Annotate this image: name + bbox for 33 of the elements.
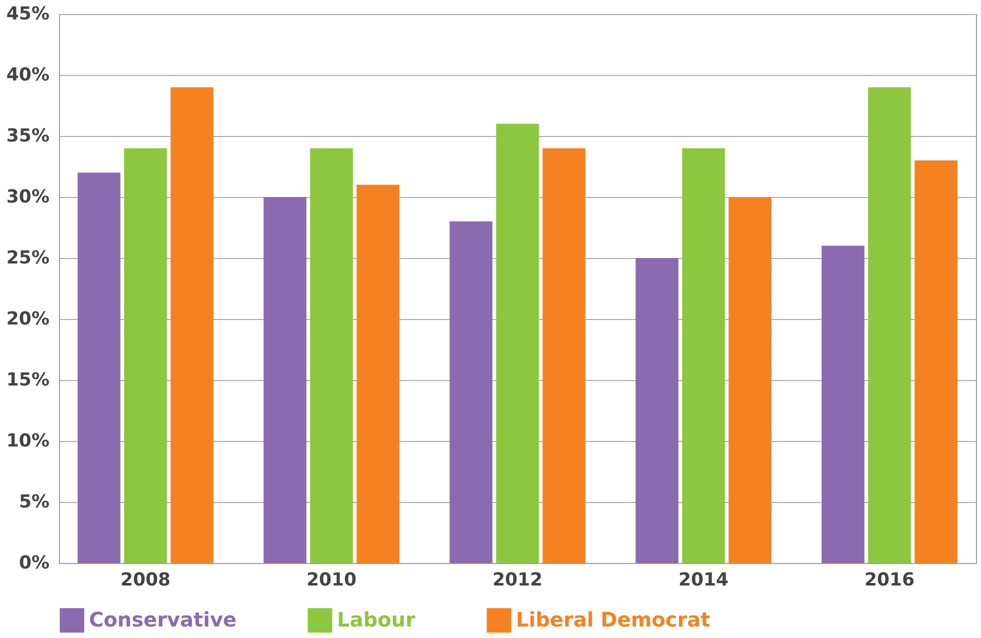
y-tick-label: 15% [6,370,50,390]
y-tick-label: 30% [6,186,50,208]
x-tick-label: 2008 [120,570,171,590]
bar [78,172,120,563]
legend-label: Labour [337,607,416,632]
x-tick-label: 2010 [306,570,357,590]
legend-label: Liberal Democrat [516,607,711,632]
bar [124,148,167,563]
y-tick-label: 20% [6,308,50,330]
x-tick-label: 2014 [678,570,729,590]
y-tick-label: 10% [6,430,50,452]
bar [636,258,678,563]
x-tick-label: 2012 [492,570,543,590]
bar [542,148,586,563]
bar [914,160,958,563]
bar [356,184,400,563]
bar [170,87,214,563]
y-tick-label: 45% [6,4,50,24]
bar [264,197,306,563]
bar [682,148,725,563]
bar [496,124,539,563]
bar [450,221,492,563]
bar [868,87,911,563]
bar [310,148,353,563]
y-tick-label: 0% [18,552,50,574]
bar [822,246,864,563]
y-tick-label: 25% [6,248,50,268]
legend-label: Conservative [89,607,237,632]
x-tick-label: 2016 [864,570,915,590]
y-tick-label: 40% [6,64,50,86]
y-tick-label: 5% [18,492,50,512]
bar [728,197,772,563]
y-tick-label: 35% [6,126,50,146]
